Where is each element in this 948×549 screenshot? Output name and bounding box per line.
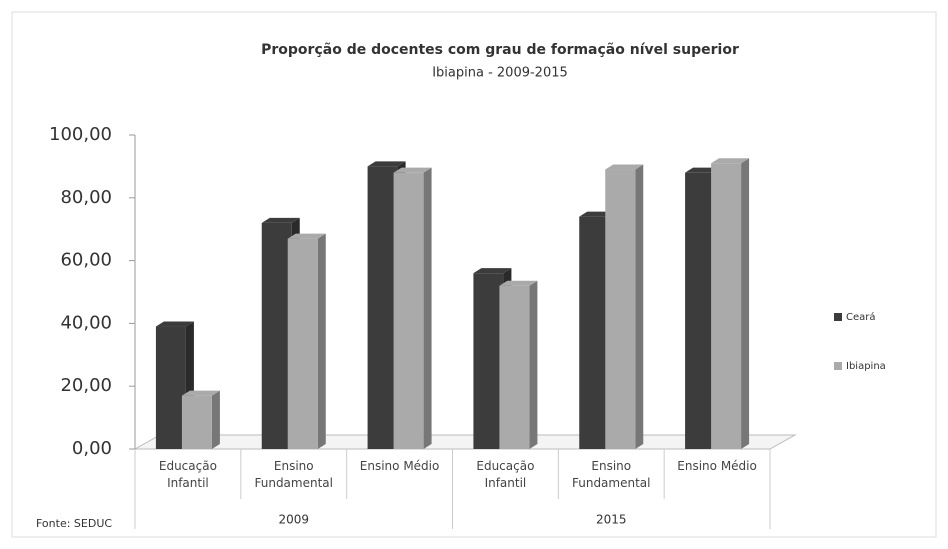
bar-side — [529, 280, 538, 449]
bar-top — [499, 280, 538, 286]
legend-label: Ceará — [846, 311, 876, 323]
bar-side — [635, 164, 644, 450]
bar — [181, 395, 212, 449]
group-label: 2009 — [278, 513, 309, 527]
bar — [579, 216, 610, 449]
bar — [261, 222, 292, 449]
bar — [685, 172, 716, 449]
bar-top — [605, 164, 644, 170]
x-tick-label: Educação Infantil — [476, 459, 535, 490]
bar — [473, 273, 504, 449]
bar-side — [741, 158, 750, 449]
y-tick-label: 0,00 — [72, 438, 112, 459]
legend-label: Ibiapina — [846, 361, 886, 372]
bar-side — [211, 390, 220, 449]
bar-top — [473, 268, 512, 274]
bar — [155, 326, 186, 449]
bar-side — [423, 167, 432, 449]
bar-top — [155, 321, 194, 327]
x-tick-label: Ensino Médio — [677, 459, 757, 473]
x-tick-label: Ensino Médio — [359, 459, 440, 473]
y-tick-label: 40,00 — [60, 312, 112, 333]
y-tick-label: 100,00 — [49, 124, 112, 145]
bar-top — [393, 167, 432, 173]
y-tick-label: 60,00 — [60, 250, 112, 271]
x-tick-label: Educação Infantil — [158, 459, 217, 490]
chart-subtitle: Ibiapina - 2009-2015 — [432, 66, 568, 81]
y-tick-label: 20,00 — [60, 375, 112, 396]
bar — [499, 285, 530, 449]
bar — [367, 166, 398, 449]
bar-top — [261, 217, 300, 223]
x-tick-label: Ensino Fundamental — [254, 459, 333, 490]
bar — [393, 172, 424, 449]
bar-top — [711, 158, 750, 164]
bar-top — [287, 233, 326, 239]
bar-top — [181, 390, 220, 396]
bar — [605, 169, 636, 450]
bar — [287, 238, 318, 449]
x-tick-label: Ensino Fundamental — [571, 459, 651, 490]
source-note: Fonte: SEDUC — [36, 517, 112, 530]
bar-top — [367, 161, 406, 167]
bar-side — [317, 233, 326, 449]
legend-swatch — [834, 362, 842, 370]
chart-title: Proporção de docentes com grau de formaç… — [261, 42, 739, 58]
bar — [711, 163, 742, 449]
y-tick-label: 80,00 — [60, 187, 112, 208]
group-label: 2015 — [596, 513, 627, 527]
legend-swatch — [834, 313, 842, 321]
